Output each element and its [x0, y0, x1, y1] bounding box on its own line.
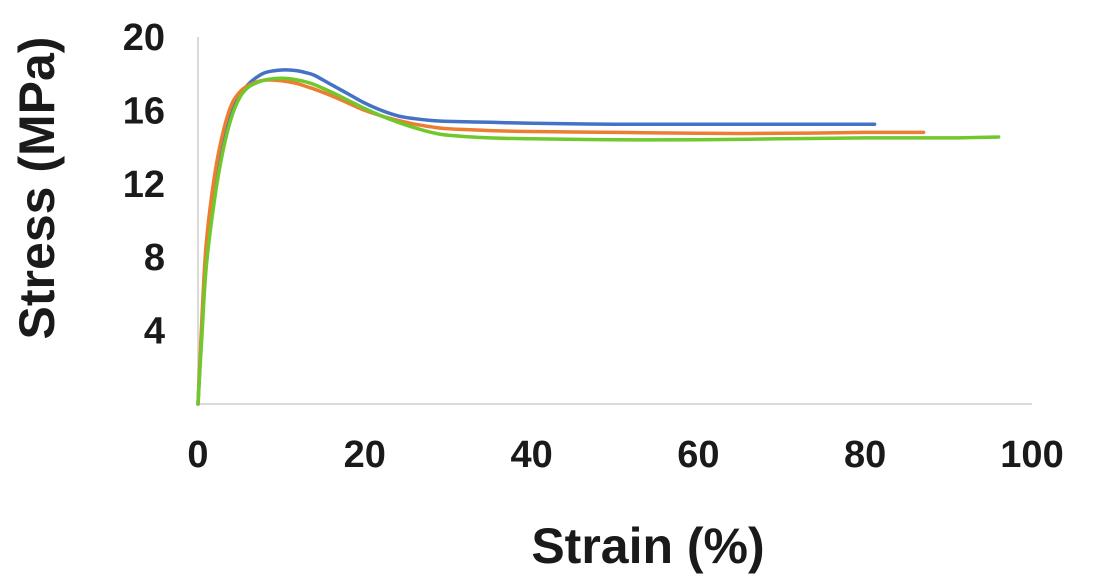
x-tick-label: 20: [344, 434, 386, 476]
series-line-3: [196, 76, 1001, 406]
x-tick-label: 0: [187, 434, 208, 476]
x-axis-title: Strain (%): [531, 518, 764, 574]
y-tick-label: 16: [123, 90, 165, 132]
y-tick-label: 12: [123, 164, 165, 206]
x-tick-label: 40: [510, 434, 552, 476]
y-tick-label: 20: [123, 17, 165, 59]
x-tick-label: 60: [677, 434, 719, 476]
y-axis-title: Stress (MPa): [9, 37, 65, 340]
y-tick-labels: 4 8 12 16 20: [123, 17, 165, 353]
x-tick-label: 100: [1000, 434, 1063, 476]
y-tick-label: 8: [144, 237, 165, 279]
series-lines: [196, 68, 1001, 406]
x-tick-labels: 0 20 40 60 80 100: [187, 434, 1063, 476]
chart-axes: [197, 37, 1032, 405]
series-line-1: [196, 68, 877, 406]
x-tick-label: 80: [844, 434, 886, 476]
y-tick-label: 4: [144, 311, 165, 353]
series-line-2: [196, 78, 926, 406]
